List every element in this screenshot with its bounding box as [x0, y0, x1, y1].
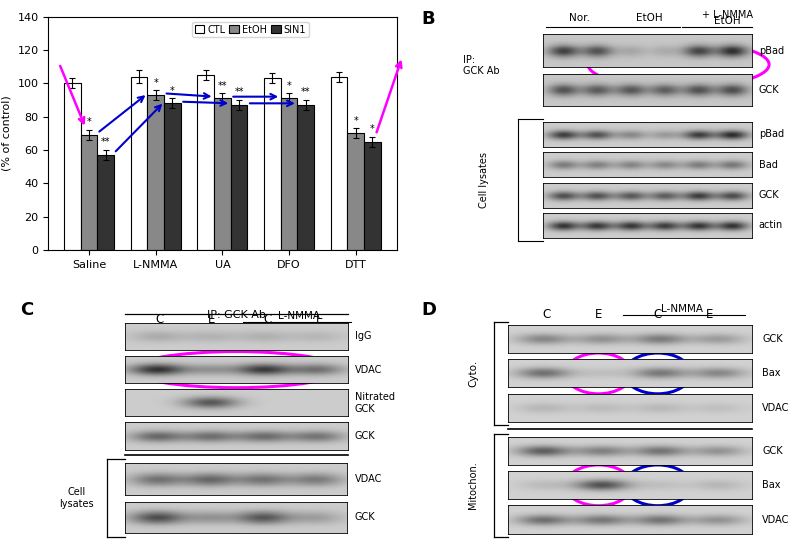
Text: *: *	[87, 118, 92, 127]
Bar	[214, 98, 231, 250]
Text: C: C	[654, 308, 662, 321]
Text: Nitrated
GCK: Nitrated GCK	[355, 392, 394, 413]
Text: L-NMMA: L-NMMA	[661, 304, 703, 314]
Text: **: **	[101, 137, 110, 147]
Bar	[130, 76, 147, 250]
Text: GCK: GCK	[355, 512, 375, 522]
Bar	[147, 95, 164, 250]
Bar	[364, 142, 381, 250]
Text: E: E	[706, 308, 713, 321]
Text: E: E	[316, 313, 324, 326]
Y-axis label: Glucokinase activity
(% of control): Glucokinase activity (% of control)	[0, 77, 12, 190]
Text: E: E	[208, 313, 216, 326]
Text: EtOH: EtOH	[636, 13, 663, 23]
Bar	[80, 135, 97, 250]
Bar	[264, 78, 281, 250]
Text: C: C	[20, 301, 34, 319]
Bar	[197, 75, 214, 250]
Bar	[281, 98, 297, 250]
Text: IP:
GCK Ab: IP: GCK Ab	[463, 55, 499, 76]
Text: L-NMMA: L-NMMA	[278, 311, 320, 321]
Bar	[331, 76, 348, 250]
Text: *: *	[287, 81, 291, 91]
Text: **: **	[234, 88, 244, 98]
Text: EtOH: EtOH	[714, 16, 741, 26]
Text: *: *	[353, 116, 358, 126]
Text: *: *	[370, 124, 374, 134]
Text: VDAC: VDAC	[762, 514, 790, 525]
Text: Cyto.: Cyto.	[469, 360, 478, 387]
Text: GCK: GCK	[758, 85, 779, 95]
Text: B: B	[421, 9, 435, 28]
Text: GCK: GCK	[758, 190, 779, 200]
Text: GCK: GCK	[355, 431, 375, 441]
Text: Mitochon.: Mitochon.	[469, 461, 478, 509]
Bar	[97, 155, 114, 250]
Text: E: E	[595, 308, 602, 321]
Text: GCK: GCK	[762, 446, 782, 456]
Text: **: **	[301, 88, 311, 98]
Text: Cell lysates: Cell lysates	[478, 152, 489, 208]
Text: VDAC: VDAC	[355, 364, 382, 374]
Text: VDAC: VDAC	[762, 403, 790, 412]
Text: Bad: Bad	[758, 160, 778, 170]
Text: C: C	[155, 313, 164, 326]
Text: Bax: Bax	[762, 480, 781, 490]
Text: C: C	[542, 308, 551, 321]
Text: GCK: GCK	[762, 334, 782, 344]
Text: C: C	[263, 313, 272, 326]
Bar	[348, 133, 364, 250]
Text: + L-NMMA: + L-NMMA	[702, 10, 753, 20]
Text: IgG: IgG	[355, 331, 371, 341]
Bar	[164, 103, 181, 250]
Text: D: D	[421, 301, 436, 319]
Text: VDAC: VDAC	[355, 474, 382, 484]
Text: Nor.: Nor.	[569, 13, 590, 23]
Bar	[297, 105, 314, 250]
Text: *: *	[170, 86, 175, 96]
Text: pBad: pBad	[758, 129, 784, 140]
Text: actin: actin	[758, 220, 783, 230]
Text: Cell
lysates: Cell lysates	[59, 487, 93, 509]
Text: Bax: Bax	[762, 368, 781, 378]
Text: pBad: pBad	[758, 46, 784, 56]
Text: *: *	[154, 78, 158, 88]
Bar	[64, 83, 80, 250]
Bar	[231, 105, 247, 250]
Text: IP: GCK Ab: IP: GCK Ab	[207, 310, 266, 320]
Legend: CTL, EtOH, SIN1: CTL, EtOH, SIN1	[192, 22, 309, 37]
Text: **: **	[217, 81, 227, 91]
